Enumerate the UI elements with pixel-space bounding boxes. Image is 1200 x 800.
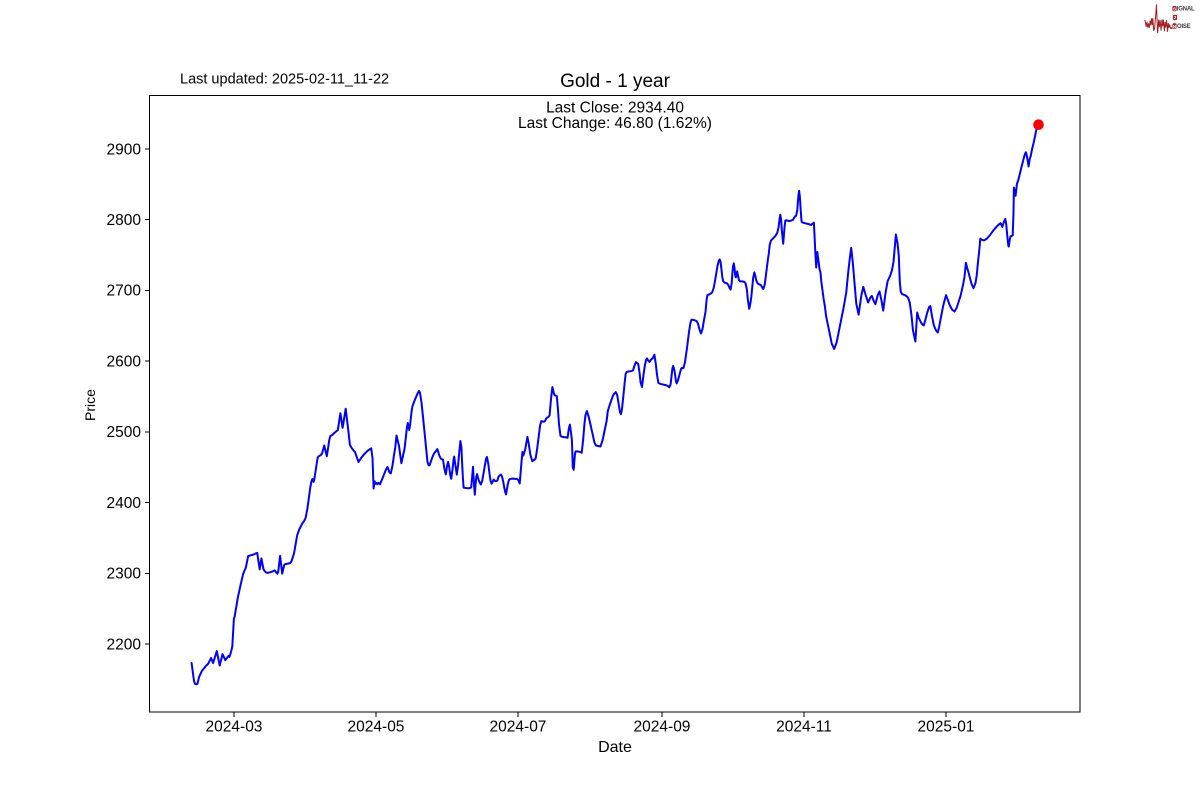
svg-text:2024-07: 2024-07 (490, 719, 547, 736)
svg-text:Date: Date (598, 739, 632, 756)
svg-text:2025-01: 2025-01 (918, 719, 975, 736)
svg-text:2024-03: 2024-03 (206, 719, 263, 736)
svg-text:S: S (1173, 6, 1176, 11)
svg-text:OISE: OISE (1177, 24, 1191, 30)
svg-text:2024-09: 2024-09 (634, 719, 691, 736)
svg-text:2300: 2300 (107, 566, 142, 583)
svg-text:2800: 2800 (107, 212, 142, 229)
svg-text:Last Change: 46.80 (1.62%): Last Change: 46.80 (1.62%) (518, 115, 712, 132)
svg-text:N: N (1173, 24, 1177, 29)
svg-text:Last Close: 2934.40: Last Close: 2934.40 (546, 99, 684, 116)
svg-text:IGNAL: IGNAL (1177, 7, 1195, 13)
svg-text:2700: 2700 (107, 283, 142, 300)
svg-text:Gold - 1 year: Gold - 1 year (560, 71, 670, 92)
svg-text:Last updated: 2025-02-11_11-22: Last updated: 2025-02-11_11-22 (180, 71, 389, 87)
svg-text:2600: 2600 (107, 353, 142, 370)
svg-text:2900: 2900 (107, 141, 142, 158)
svg-text:Price: Price (82, 389, 98, 421)
svg-text:2024-05: 2024-05 (348, 719, 405, 736)
svg-text:2200: 2200 (107, 636, 142, 653)
svg-text:2500: 2500 (107, 424, 142, 441)
svg-text:2400: 2400 (107, 495, 142, 512)
svg-text:2: 2 (1174, 15, 1177, 20)
svg-text:2024-11: 2024-11 (776, 719, 832, 736)
